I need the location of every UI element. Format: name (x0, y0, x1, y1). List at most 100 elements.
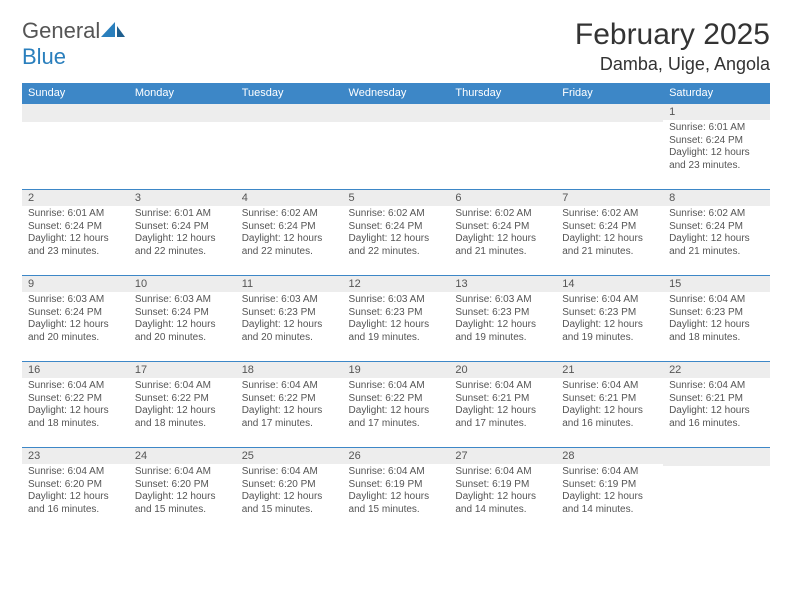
sunset-text: Sunset: 6:19 PM (455, 479, 550, 492)
day-data: Sunrise: 6:01 AMSunset: 6:24 PMDaylight:… (22, 206, 129, 262)
sunrise-text: Sunrise: 6:04 AM (28, 380, 123, 393)
sunrise-text: Sunrise: 6:04 AM (669, 380, 764, 393)
sunrise-text: Sunrise: 6:02 AM (455, 208, 550, 221)
month-title: February 2025 (575, 18, 770, 52)
daylight-text: Daylight: 12 hours and 23 minutes. (28, 233, 123, 258)
calendar-week-row: 16Sunrise: 6:04 AMSunset: 6:22 PMDayligh… (22, 362, 770, 448)
calendar-cell: 2Sunrise: 6:01 AMSunset: 6:24 PMDaylight… (22, 190, 129, 276)
daylight-text: Daylight: 12 hours and 16 minutes. (28, 491, 123, 516)
sunrise-text: Sunrise: 6:02 AM (349, 208, 444, 221)
day-number (22, 104, 129, 122)
day-data: Sunrise: 6:04 AMSunset: 6:20 PMDaylight:… (236, 464, 343, 520)
day-number: 2 (22, 190, 129, 206)
page-header: General Blue February 2025 Damba, Uige, … (22, 18, 770, 75)
day-number: 7 (556, 190, 663, 206)
sunset-text: Sunset: 6:24 PM (669, 135, 764, 148)
day-number: 3 (129, 190, 236, 206)
sunrise-text: Sunrise: 6:04 AM (562, 380, 657, 393)
sunset-text: Sunset: 6:24 PM (349, 221, 444, 234)
sunset-text: Sunset: 6:22 PM (135, 393, 230, 406)
sunset-text: Sunset: 6:24 PM (28, 221, 123, 234)
sunrise-text: Sunrise: 6:03 AM (242, 294, 337, 307)
calendar-cell: 24Sunrise: 6:04 AMSunset: 6:20 PMDayligh… (129, 448, 236, 534)
brand-word1: General (22, 18, 100, 43)
calendar-week-row: 1Sunrise: 6:01 AMSunset: 6:24 PMDaylight… (22, 104, 770, 190)
calendar-cell: 26Sunrise: 6:04 AMSunset: 6:19 PMDayligh… (343, 448, 450, 534)
sunset-text: Sunset: 6:24 PM (135, 221, 230, 234)
sunset-text: Sunset: 6:22 PM (349, 393, 444, 406)
day-number: 6 (449, 190, 556, 206)
day-number: 22 (663, 362, 770, 378)
sunrise-text: Sunrise: 6:04 AM (669, 294, 764, 307)
sunset-text: Sunset: 6:23 PM (242, 307, 337, 320)
day-data: Sunrise: 6:04 AMSunset: 6:22 PMDaylight:… (343, 378, 450, 434)
brand-word2: Blue (22, 44, 66, 69)
weekday-header: Saturday (663, 83, 770, 104)
day-number: 1 (663, 104, 770, 120)
sunrise-text: Sunrise: 6:04 AM (455, 380, 550, 393)
calendar-week-row: 23Sunrise: 6:04 AMSunset: 6:20 PMDayligh… (22, 448, 770, 534)
day-data: Sunrise: 6:02 AMSunset: 6:24 PMDaylight:… (236, 206, 343, 262)
location-text: Damba, Uige, Angola (575, 54, 770, 75)
calendar-cell: 20Sunrise: 6:04 AMSunset: 6:21 PMDayligh… (449, 362, 556, 448)
day-data: Sunrise: 6:04 AMSunset: 6:21 PMDaylight:… (556, 378, 663, 434)
sunset-text: Sunset: 6:24 PM (562, 221, 657, 234)
day-number: 26 (343, 448, 450, 464)
day-number: 21 (556, 362, 663, 378)
calendar-cell: 8Sunrise: 6:02 AMSunset: 6:24 PMDaylight… (663, 190, 770, 276)
day-data: Sunrise: 6:04 AMSunset: 6:19 PMDaylight:… (343, 464, 450, 520)
day-data: Sunrise: 6:04 AMSunset: 6:21 PMDaylight:… (663, 378, 770, 434)
sunset-text: Sunset: 6:24 PM (135, 307, 230, 320)
calendar-cell: 27Sunrise: 6:04 AMSunset: 6:19 PMDayligh… (449, 448, 556, 534)
day-number: 10 (129, 276, 236, 292)
brand-logo: General Blue (22, 18, 126, 70)
day-number (556, 104, 663, 122)
daylight-text: Daylight: 12 hours and 21 minutes. (562, 233, 657, 258)
sunrise-text: Sunrise: 6:04 AM (562, 294, 657, 307)
day-data: Sunrise: 6:02 AMSunset: 6:24 PMDaylight:… (449, 206, 556, 262)
calendar-cell: 28Sunrise: 6:04 AMSunset: 6:19 PMDayligh… (556, 448, 663, 534)
sunset-text: Sunset: 6:19 PM (562, 479, 657, 492)
daylight-text: Daylight: 12 hours and 18 minutes. (135, 405, 230, 430)
sunrise-text: Sunrise: 6:04 AM (349, 380, 444, 393)
calendar-cell: 7Sunrise: 6:02 AMSunset: 6:24 PMDaylight… (556, 190, 663, 276)
sunset-text: Sunset: 6:22 PM (242, 393, 337, 406)
weekday-header: Monday (129, 83, 236, 104)
daylight-text: Daylight: 12 hours and 18 minutes. (669, 319, 764, 344)
day-number (343, 104, 450, 122)
calendar-cell: 17Sunrise: 6:04 AMSunset: 6:22 PMDayligh… (129, 362, 236, 448)
calendar-cell: 12Sunrise: 6:03 AMSunset: 6:23 PMDayligh… (343, 276, 450, 362)
calendar-cell: 13Sunrise: 6:03 AMSunset: 6:23 PMDayligh… (449, 276, 556, 362)
sunset-text: Sunset: 6:20 PM (242, 479, 337, 492)
day-data: Sunrise: 6:04 AMSunset: 6:23 PMDaylight:… (663, 292, 770, 348)
day-data: Sunrise: 6:03 AMSunset: 6:23 PMDaylight:… (343, 292, 450, 348)
sunrise-text: Sunrise: 6:03 AM (135, 294, 230, 307)
sunset-text: Sunset: 6:21 PM (562, 393, 657, 406)
day-number: 14 (556, 276, 663, 292)
daylight-text: Daylight: 12 hours and 14 minutes. (455, 491, 550, 516)
sunset-text: Sunset: 6:23 PM (669, 307, 764, 320)
calendar-table: Sunday Monday Tuesday Wednesday Thursday… (22, 83, 770, 534)
calendar-cell: 21Sunrise: 6:04 AMSunset: 6:21 PMDayligh… (556, 362, 663, 448)
sunrise-text: Sunrise: 6:04 AM (455, 466, 550, 479)
day-number: 9 (22, 276, 129, 292)
weekday-header: Wednesday (343, 83, 450, 104)
day-data: Sunrise: 6:04 AMSunset: 6:21 PMDaylight:… (449, 378, 556, 434)
weekday-header: Tuesday (236, 83, 343, 104)
day-data: Sunrise: 6:01 AMSunset: 6:24 PMDaylight:… (129, 206, 236, 262)
calendar-body: 1Sunrise: 6:01 AMSunset: 6:24 PMDaylight… (22, 104, 770, 534)
sunrise-text: Sunrise: 6:02 AM (242, 208, 337, 221)
day-number: 20 (449, 362, 556, 378)
day-number: 11 (236, 276, 343, 292)
day-number: 8 (663, 190, 770, 206)
sunset-text: Sunset: 6:23 PM (455, 307, 550, 320)
daylight-text: Daylight: 12 hours and 20 minutes. (135, 319, 230, 344)
weekday-header: Friday (556, 83, 663, 104)
daylight-text: Daylight: 12 hours and 16 minutes. (669, 405, 764, 430)
sunrise-text: Sunrise: 6:02 AM (669, 208, 764, 221)
sunset-text: Sunset: 6:20 PM (135, 479, 230, 492)
calendar-week-row: 9Sunrise: 6:03 AMSunset: 6:24 PMDaylight… (22, 276, 770, 362)
weekday-header-row: Sunday Monday Tuesday Wednesday Thursday… (22, 83, 770, 104)
daylight-text: Daylight: 12 hours and 19 minutes. (349, 319, 444, 344)
sunrise-text: Sunrise: 6:01 AM (135, 208, 230, 221)
